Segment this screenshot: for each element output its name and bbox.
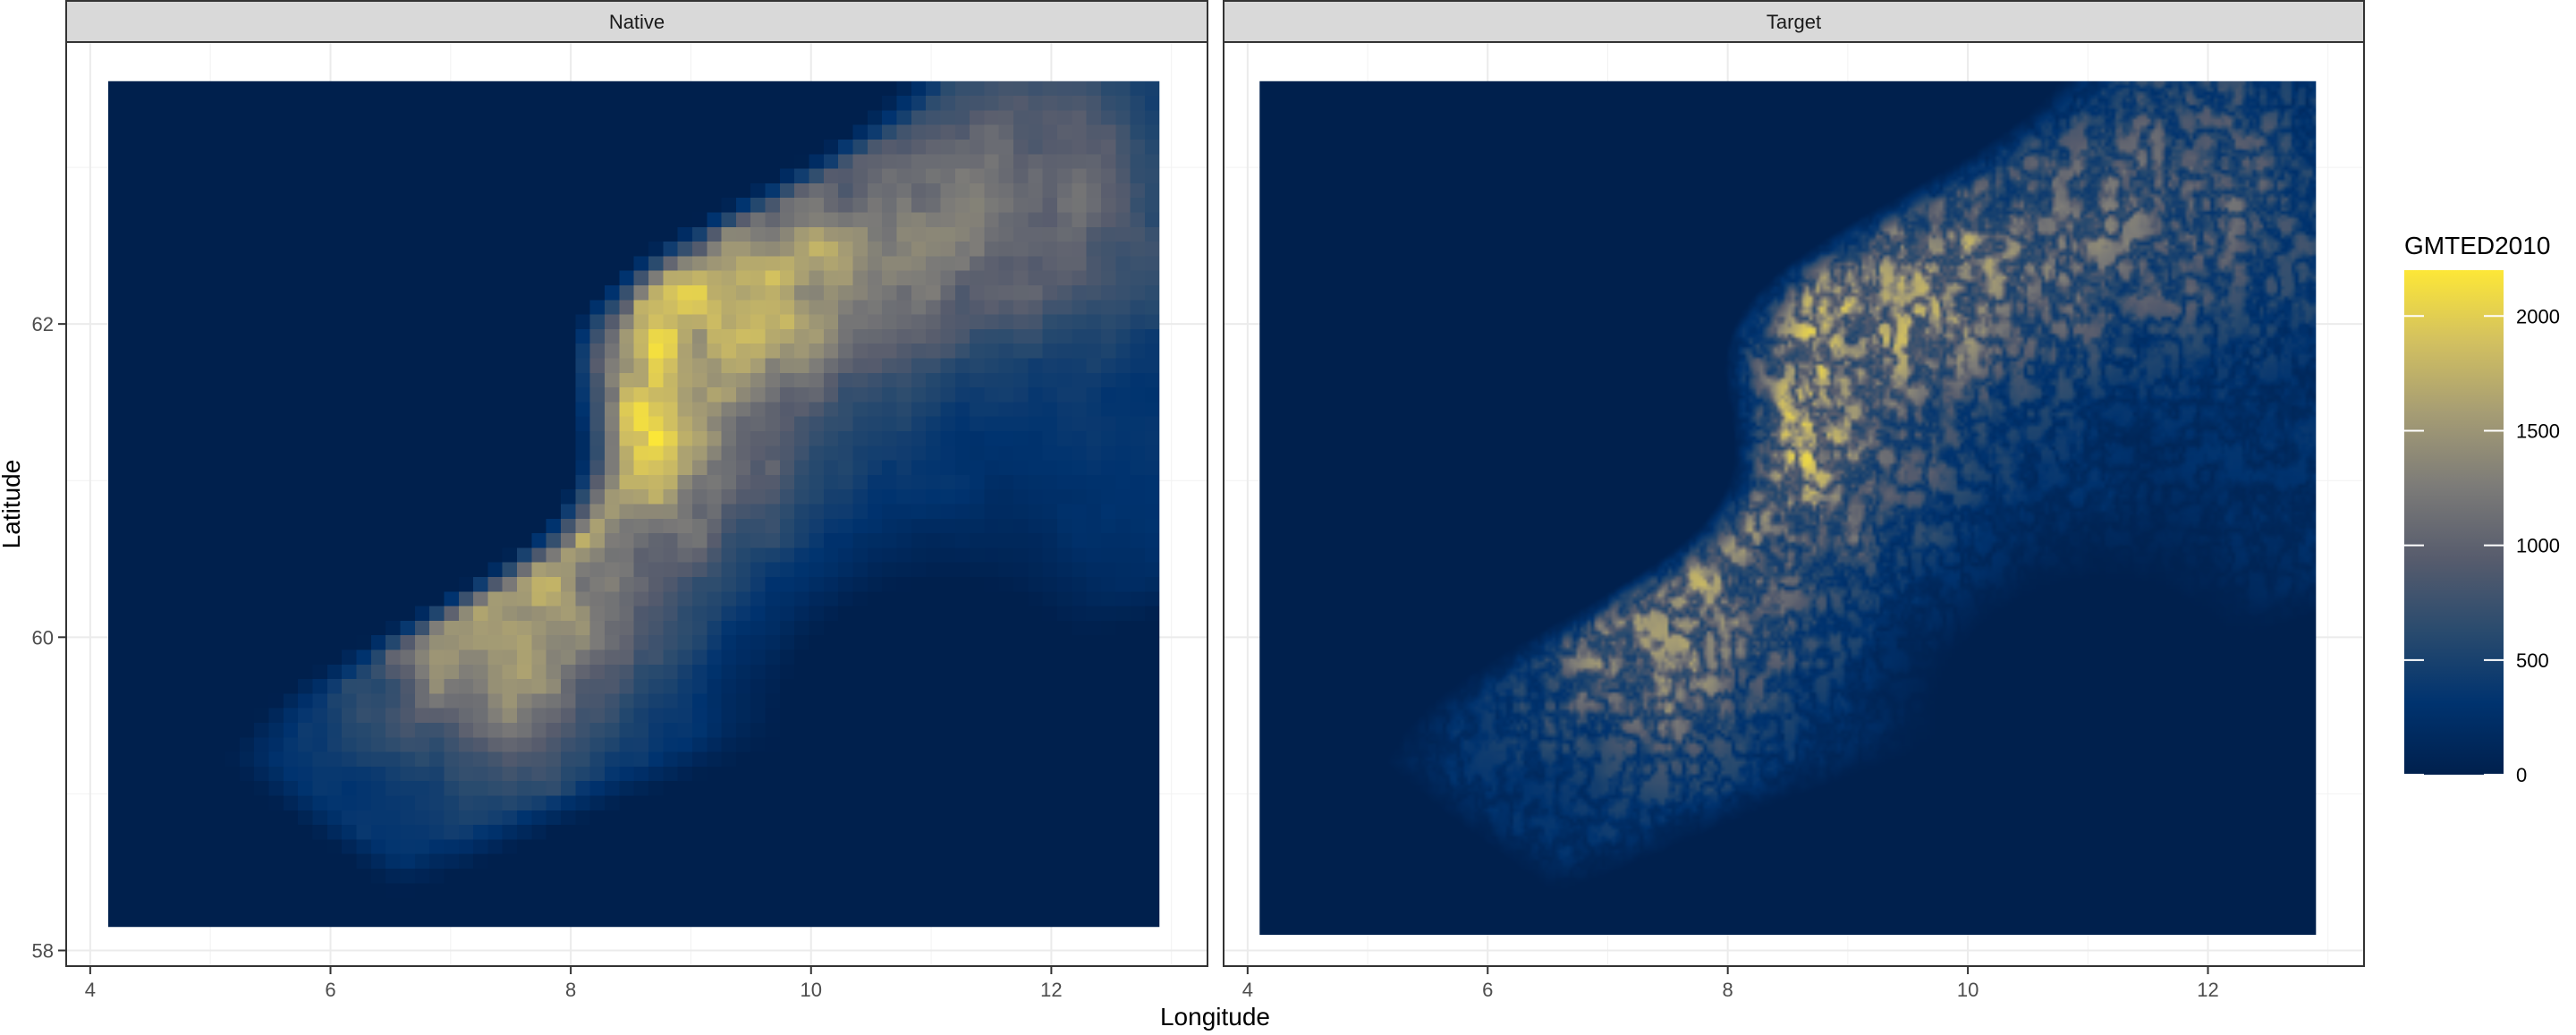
- colorbar-tick-label: 500: [2516, 649, 2549, 672]
- x-tick-label: 8: [565, 979, 576, 1001]
- elevation-raster-native: [108, 81, 1160, 928]
- x-tick-label: 10: [801, 979, 822, 1001]
- panel-target: Target 4 6 8 10 12: [1223, 0, 2365, 1001]
- x-tick-label: 10: [1957, 979, 1979, 1001]
- colorbar-tick-label: 1000: [2516, 535, 2560, 557]
- strip-background: [65, 0, 1208, 43]
- x-tick-label: 4: [1242, 979, 1253, 1001]
- y-tick-label: 62: [32, 313, 54, 335]
- elevation-raster-target: [1259, 81, 2317, 935]
- strip-label-native: Native: [609, 11, 665, 33]
- colorbar-tick-label: 0: [2516, 764, 2527, 786]
- panel-native: Native 4 6 8 10 12: [65, 0, 1208, 1001]
- y-axis-title: Latitude: [0, 460, 25, 549]
- x-tick-label: 6: [1482, 979, 1493, 1001]
- colorbar-bar: [2404, 270, 2504, 775]
- x-tick-label: 12: [1040, 979, 1062, 1001]
- colorbar-tick-label: 1500: [2516, 420, 2560, 442]
- strip-background: [1223, 0, 2365, 43]
- x-tick-label: 4: [85, 979, 96, 1001]
- y-tick-label: 58: [32, 939, 54, 962]
- colorbar-legend: GMTED2010 0 500 1000 1500 2000: [2404, 232, 2560, 786]
- x-tick-label: 12: [2197, 979, 2218, 1001]
- strip-label-target: Target: [1767, 11, 1821, 33]
- x-tick-label: 6: [325, 979, 335, 1001]
- colorbar-tick-label: 2000: [2516, 305, 2560, 327]
- y-tick-label: 60: [32, 626, 54, 649]
- x-axis-title: Longitude: [1160, 1003, 1270, 1031]
- colorbar-title: GMTED2010: [2404, 232, 2550, 259]
- x-tick-label: 8: [1723, 979, 1733, 1001]
